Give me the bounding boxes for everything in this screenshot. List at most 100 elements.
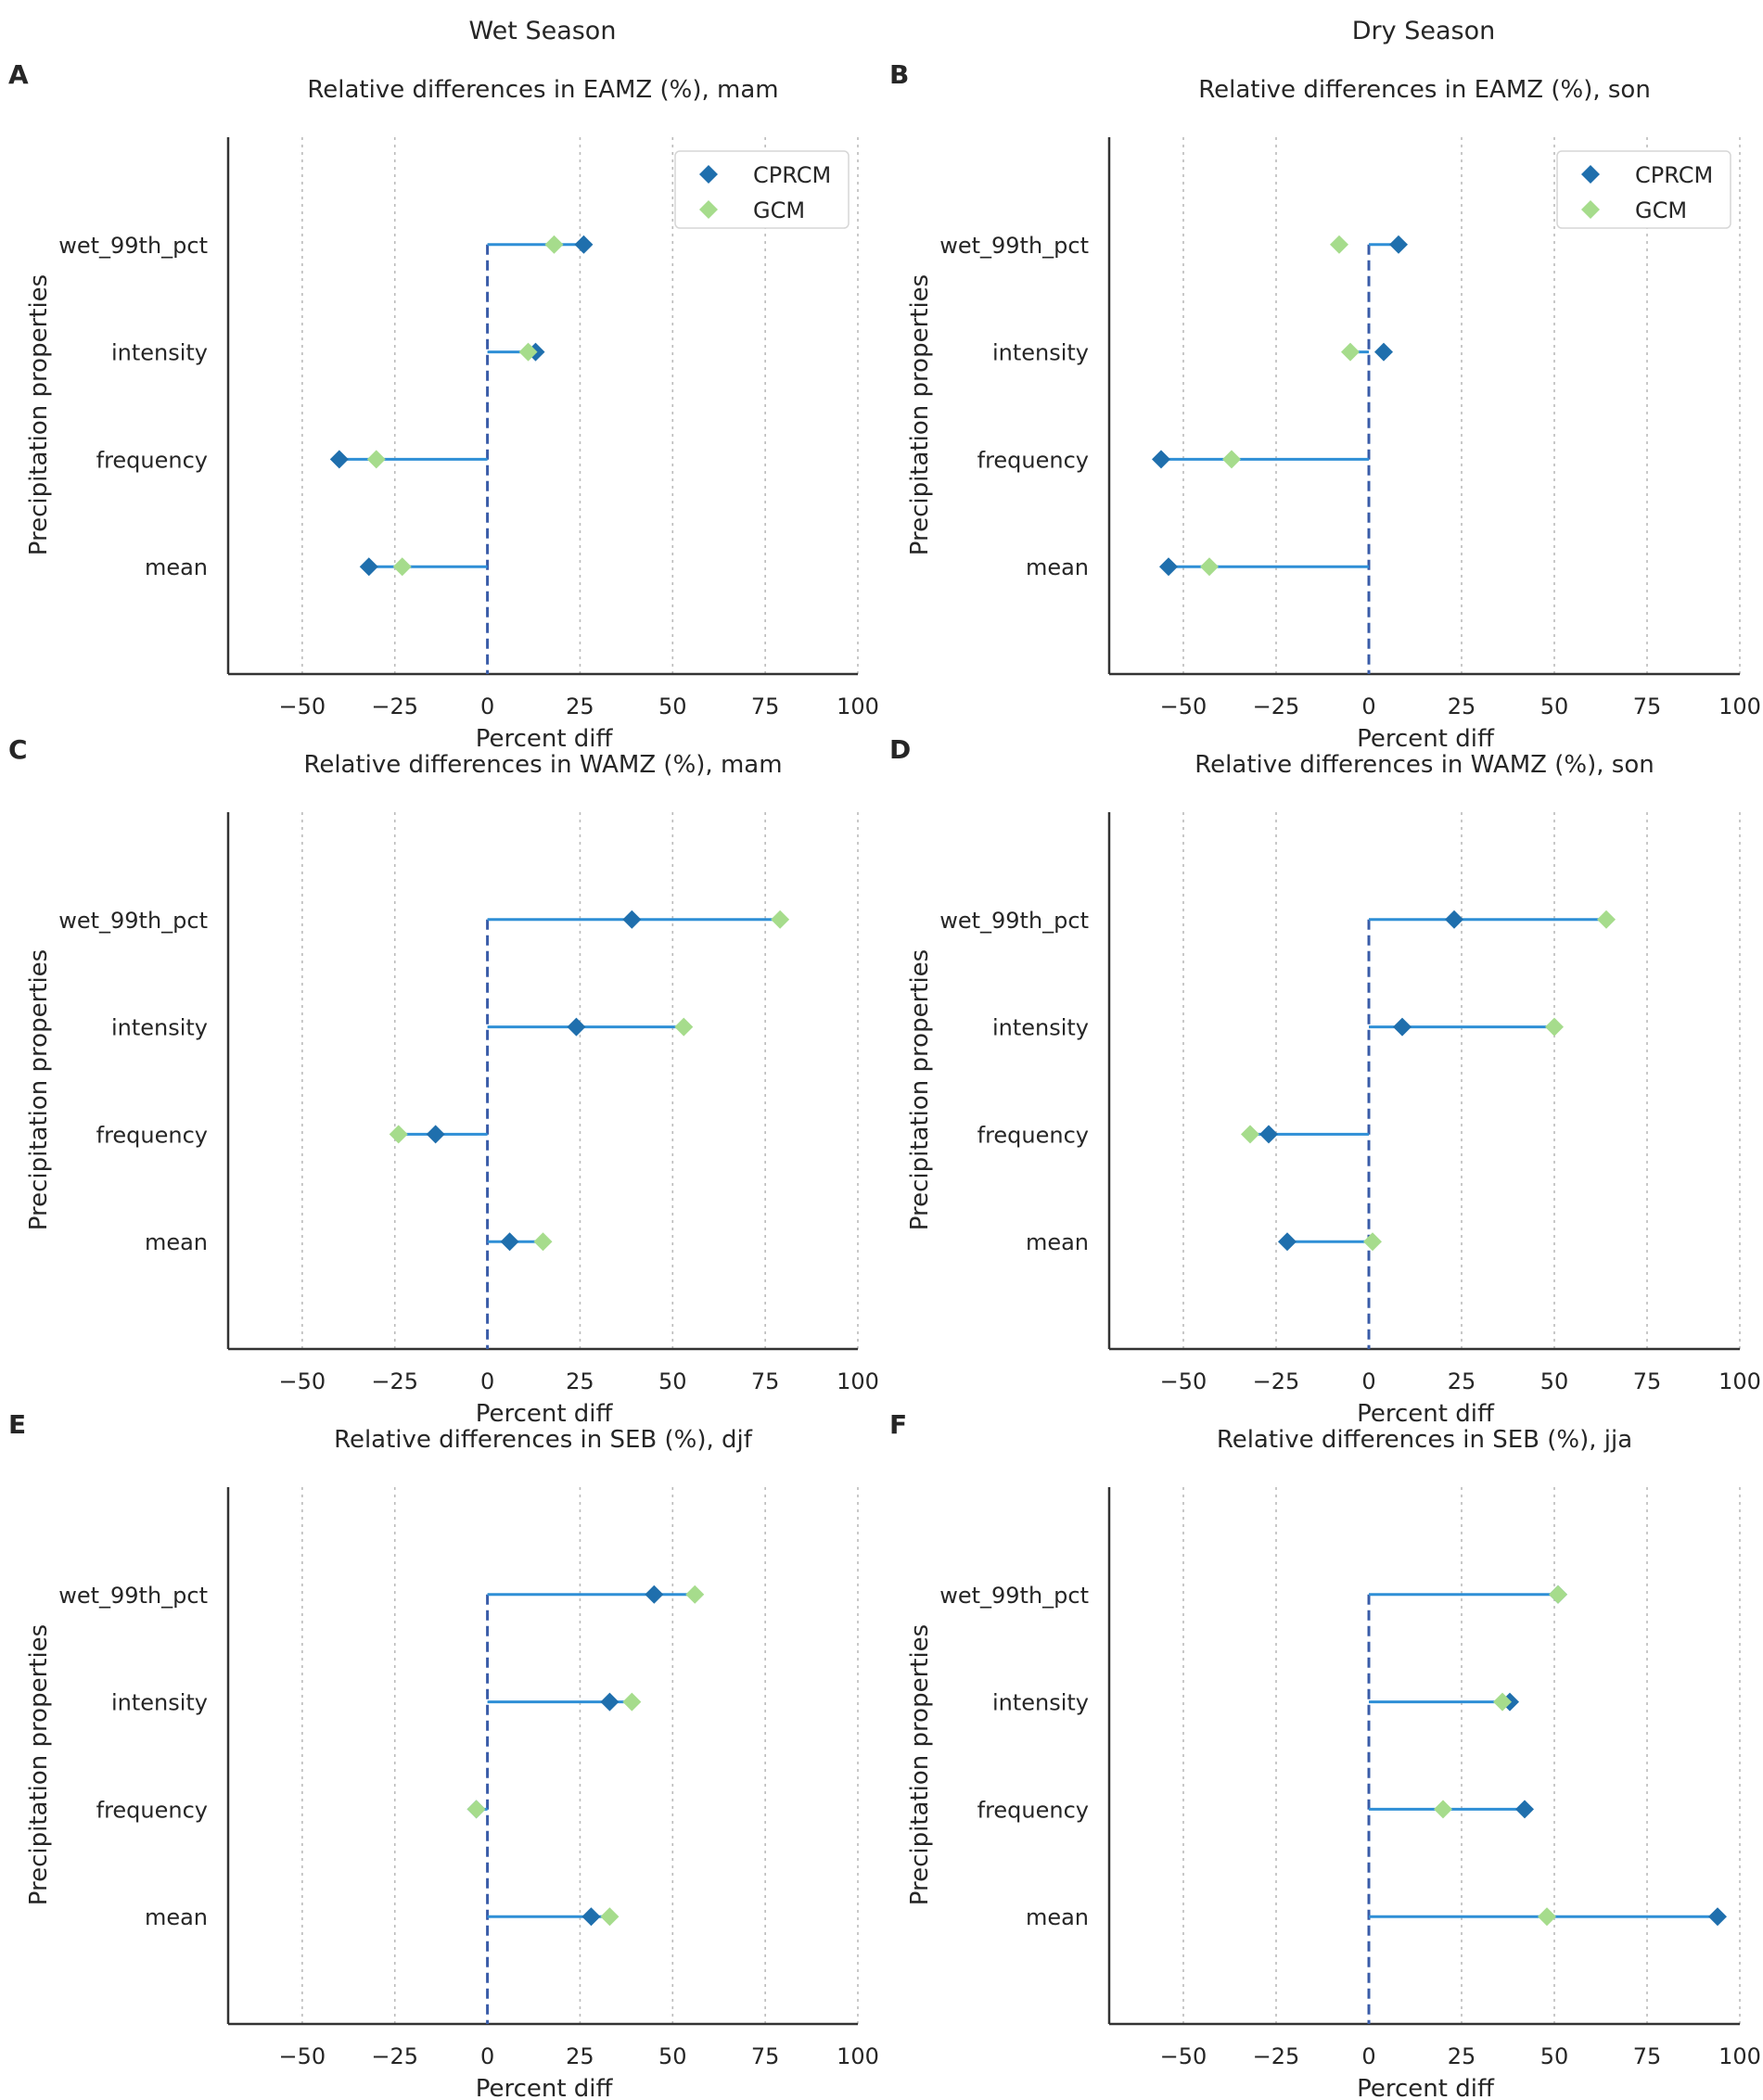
cprcm-marker [359, 557, 378, 577]
legend-box [1556, 150, 1731, 229]
y-tick-label: frequency [977, 447, 1089, 473]
y-tick-label: frequency [96, 1122, 208, 1148]
y-tick-label: wet_99th_pct [939, 1583, 1089, 1609]
y-tick-label: intensity [992, 1690, 1089, 1716]
x-tick-label: 100 [837, 1368, 879, 1394]
x-tick-label: 75 [751, 1368, 780, 1394]
y-tick-label: wet_99th_pct [58, 908, 208, 934]
x-tick-label: 25 [566, 694, 594, 719]
legend-box [674, 150, 850, 229]
y-tick-label: intensity [111, 1015, 208, 1041]
cprcm-marker [645, 1585, 664, 1604]
cprcm-marker [567, 1017, 586, 1037]
panel-title: Relative differences in SEB (%), jja [1217, 1426, 1632, 1454]
x-axis-label: Percent diff [1357, 725, 1495, 753]
x-tick-label: 100 [837, 2043, 879, 2069]
cprcm-marker [574, 235, 594, 254]
y-tick-label: mean [1026, 1904, 1089, 1930]
gcm-marker [685, 1585, 705, 1604]
x-tick-label: 50 [658, 2043, 687, 2069]
x-tick-label: −25 [371, 1368, 418, 1394]
gcm-marker [366, 450, 386, 469]
y-tick-label: mean [145, 554, 208, 580]
column-title-wet: Wet Season [469, 17, 617, 45]
panel-letter: B [889, 59, 909, 90]
cprcm-marker [1152, 450, 1170, 469]
y-tick-label: intensity [992, 340, 1089, 366]
gcm-marker [1222, 450, 1241, 469]
x-tick-label: 25 [1448, 1368, 1476, 1394]
x-tick-label: 75 [751, 694, 780, 719]
x-axis-label: Percent diff [1357, 2075, 1495, 2100]
x-tick-label: 25 [566, 2043, 594, 2069]
gcm-marker [1545, 1017, 1564, 1037]
y-axis-label: Precipitation properties [906, 1624, 934, 1905]
gcm-marker [518, 342, 538, 362]
x-tick-label: −50 [1160, 2043, 1207, 2069]
panel-letter: D [889, 734, 911, 765]
cprcm-marker [1708, 1907, 1727, 1927]
legend-gcm-marker [1581, 200, 1600, 219]
y-tick-label: wet_99th_pct [58, 1583, 208, 1609]
panel-d: D Relative differences in WAMZ (%), son −5… [889, 734, 1761, 1428]
cprcm-marker [600, 1692, 620, 1712]
gcm-marker [1549, 1585, 1567, 1604]
x-tick-label: 75 [1633, 2043, 1662, 2069]
y-axis-label: Precipitation properties [25, 1624, 53, 1905]
cprcm-marker [1159, 557, 1178, 577]
panel-a: A Relative differences in EAMZ (%), mam −5… [8, 59, 879, 753]
cprcm-marker [1278, 1232, 1297, 1252]
cprcm-marker [581, 1907, 601, 1927]
panel-c: C Relative differences in WAMZ (%), mam −5… [8, 734, 879, 1428]
x-tick-label: 25 [1448, 694, 1476, 719]
gcm-marker [1341, 342, 1360, 362]
x-tick-label: 50 [1540, 2043, 1569, 2069]
x-tick-label: 100 [1718, 1368, 1761, 1394]
y-axis-label: Precipitation properties [25, 949, 53, 1230]
x-tick-label: 75 [1633, 694, 1662, 719]
x-tick-label: −50 [279, 1368, 326, 1394]
cprcm-marker [1374, 342, 1393, 362]
gcm-marker [533, 1232, 553, 1252]
y-tick-label: intensity [111, 1690, 208, 1716]
cprcm-marker [1515, 1800, 1534, 1819]
panel-title: Relative differences in SEB (%), djf [334, 1426, 753, 1454]
legend-cprcm-label: CPRCM [753, 162, 831, 188]
x-tick-label: −25 [1253, 2043, 1300, 2069]
cprcm-marker [500, 1232, 519, 1252]
gcm-marker [771, 910, 790, 929]
legend-cprcm-marker [1581, 165, 1600, 184]
gcm-marker [674, 1017, 694, 1037]
column-title-dry: Dry Season [1352, 17, 1495, 45]
x-tick-label: 0 [480, 1368, 494, 1394]
x-tick-label: 0 [1361, 1368, 1375, 1394]
y-tick-label: mean [145, 1229, 208, 1255]
x-tick-label: −50 [1160, 1368, 1207, 1394]
gcm-marker [1538, 1907, 1556, 1927]
gcm-marker [600, 1907, 620, 1927]
x-axis-label: Percent diff [476, 725, 614, 753]
gcm-marker [466, 1800, 486, 1819]
y-tick-label: wet_99th_pct [939, 908, 1089, 934]
y-tick-label: frequency [96, 1797, 208, 1823]
y-tick-label: mean [145, 1904, 208, 1930]
x-tick-label: −50 [279, 2043, 326, 2069]
legend-gcm-label: GCM [753, 197, 805, 223]
cprcm-marker [1389, 235, 1408, 254]
x-tick-label: 0 [480, 694, 494, 719]
x-tick-label: −25 [371, 2043, 418, 2069]
x-tick-label: 0 [1361, 694, 1375, 719]
x-tick-label: 0 [480, 2043, 494, 2069]
panel-b: B Relative differences in EAMZ (%), son −5… [889, 59, 1761, 753]
gcm-marker [389, 1125, 408, 1144]
y-tick-label: intensity [111, 340, 208, 366]
gcm-marker [1597, 910, 1616, 929]
legend-cprcm-label: CPRCM [1635, 162, 1713, 188]
gcm-marker [622, 1692, 642, 1712]
x-tick-label: 50 [658, 1368, 687, 1394]
panel-title: Relative differences in WAMZ (%), son [1194, 751, 1654, 779]
y-tick-label: mean [1026, 554, 1089, 580]
panel-title: Relative differences in WAMZ (%), mam [303, 751, 782, 779]
gcm-marker [1434, 1800, 1452, 1819]
